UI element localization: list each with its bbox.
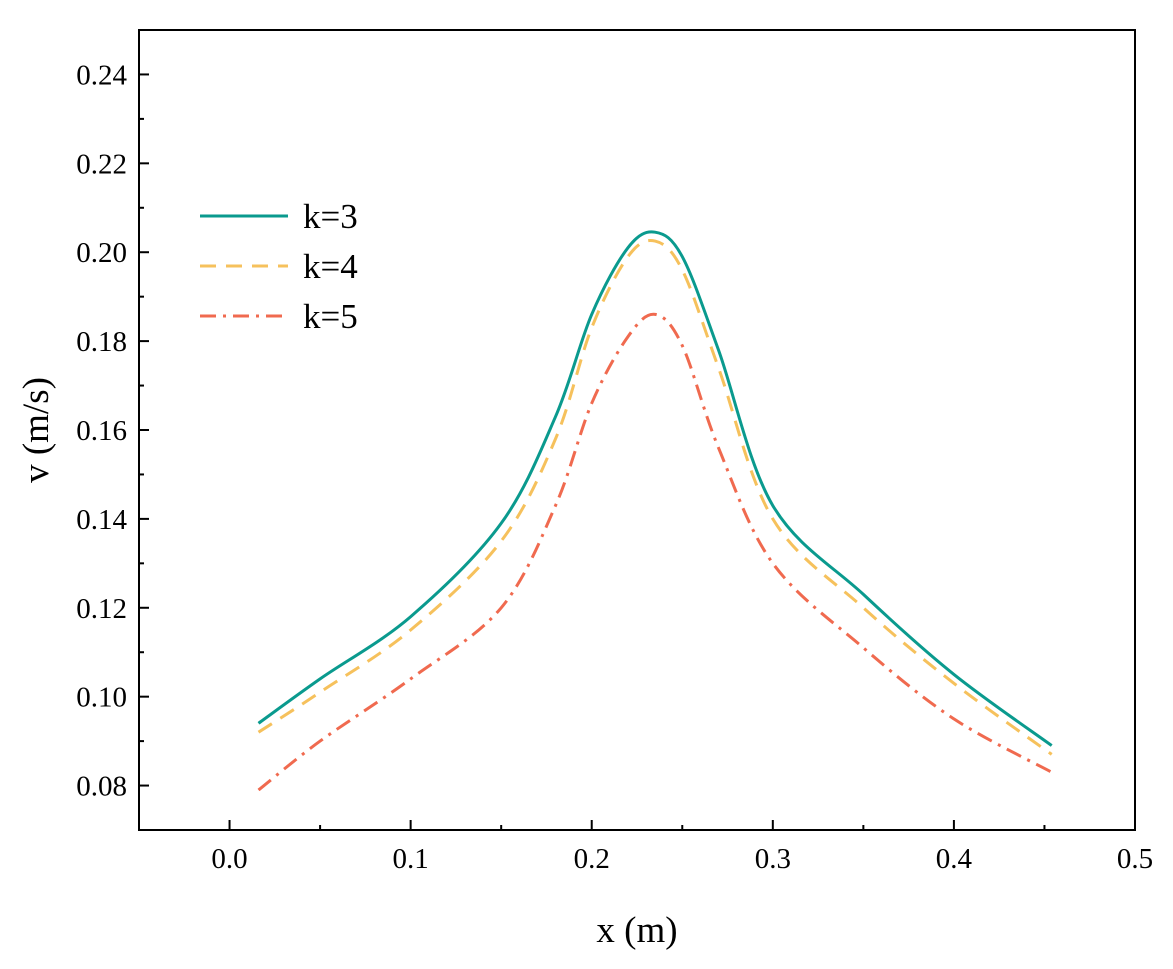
x-tick-label: 0.5 bbox=[1117, 843, 1153, 875]
y-tick-label: 0.18 bbox=[76, 326, 127, 358]
series-line-k5 bbox=[257, 312, 1053, 792]
axis-ticks bbox=[139, 73, 1136, 830]
series-line-k4 bbox=[257, 239, 1053, 756]
legend-label-k3: k=3 bbox=[303, 197, 358, 236]
x-tick-label: 0.2 bbox=[574, 843, 610, 875]
y-tick-label: 0.12 bbox=[76, 593, 127, 625]
y-tick-label: 0.22 bbox=[76, 148, 127, 180]
series-line-k3 bbox=[257, 230, 1053, 747]
x-tick-label: 0.3 bbox=[755, 843, 791, 875]
x-tick-label: 0.1 bbox=[393, 843, 429, 875]
y-tick-label: 0.20 bbox=[76, 237, 127, 269]
x-tick-label: 0.4 bbox=[936, 843, 973, 875]
x-axis-title: x (m) bbox=[596, 910, 677, 951]
legend-label-k4: k=4 bbox=[303, 247, 358, 286]
legend-label-k5: k=5 bbox=[303, 297, 358, 336]
y-tick-label: 0.08 bbox=[76, 771, 127, 803]
y-tick-label: 0.10 bbox=[76, 682, 127, 714]
y-axis-title: v (m/s) bbox=[16, 377, 57, 483]
tick-labels: 0.0 0.1 0.2 0.3 0.4 0.5 0.08 0.10 0.12 0.14 0.16 0.… bbox=[76, 59, 1153, 875]
x-tick-label: 0.0 bbox=[211, 843, 247, 875]
series-lines bbox=[257, 230, 1053, 792]
y-tick-label: 0.16 bbox=[76, 415, 127, 447]
y-tick-label: 0.24 bbox=[76, 59, 127, 91]
legend: k=3 k=4 k=5 bbox=[200, 197, 358, 336]
y-tick-label: 0.14 bbox=[76, 504, 127, 536]
plot-frame bbox=[138, 29, 1136, 831]
